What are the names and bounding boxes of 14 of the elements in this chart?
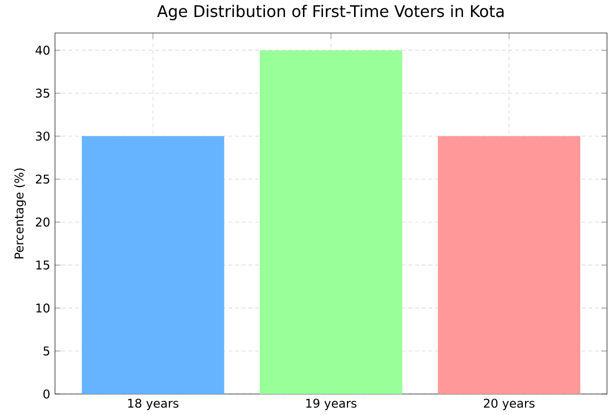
y-tick-label: 20 (36, 218, 50, 227)
chart-title: Age Distribution of First-Time Voters in Kota (157, 4, 504, 20)
y-tick-label: 40 (36, 46, 50, 55)
y-tick-label: 0 (43, 389, 50, 399)
x-tick-label: 19 years (306, 398, 356, 410)
y-tick-label: 10 (36, 304, 50, 313)
y-tick-label: 35 (36, 88, 50, 98)
y-tick-label: 5 (44, 346, 50, 356)
x-tick-label: 18 years (128, 398, 178, 410)
y-axis-title: Percentage (%) (14, 168, 26, 258)
y-tick-label: 15 (36, 260, 50, 270)
y-tick-label: 30 (36, 132, 50, 141)
x-tick-label: 20 years (484, 398, 535, 410)
y-tick-label: 25 (36, 174, 50, 184)
